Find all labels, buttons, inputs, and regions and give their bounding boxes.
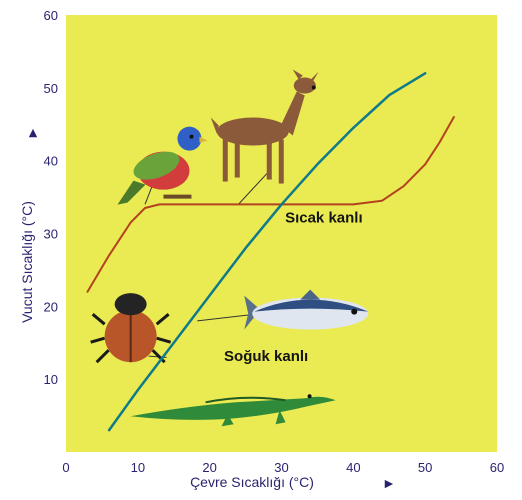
plot-area [66, 15, 497, 452]
y-tick-label: 40 [44, 154, 58, 169]
x-axis-arrow: ► [382, 475, 396, 491]
x-tick-label: 60 [490, 460, 504, 475]
y-axis-title: Vucut Sıcaklığı (°C) [19, 201, 35, 323]
deer-illustration [210, 69, 319, 184]
beetle-illustration [90, 293, 172, 364]
x-tick-label: 10 [131, 460, 145, 475]
y-tick-label: 10 [44, 372, 58, 387]
y-tick-label: 50 [44, 81, 58, 96]
y-axis-arrow: ► [24, 126, 40, 140]
fish-illustration [197, 289, 369, 330]
pointer-line [238, 171, 270, 205]
x-tick-label: 0 [62, 460, 69, 475]
x-tick-label: 20 [202, 460, 216, 475]
series-label: Sıcak kanlı [285, 210, 363, 227]
bird-illustration [117, 126, 208, 205]
y-tick-label: 20 [44, 299, 58, 314]
x-tick-label: 40 [346, 460, 360, 475]
x-axis-title: Çevre Sıcaklığı (°C) [190, 474, 314, 490]
crocodile-illustration [130, 394, 336, 427]
series-line-cold-blooded [107, 72, 427, 432]
y-tick-label: 60 [44, 8, 58, 23]
x-tick-label: 50 [418, 460, 432, 475]
y-tick-label: 30 [44, 227, 58, 242]
series-label: Soğuk kanlı [224, 348, 308, 365]
x-tick-label: 30 [274, 460, 288, 475]
